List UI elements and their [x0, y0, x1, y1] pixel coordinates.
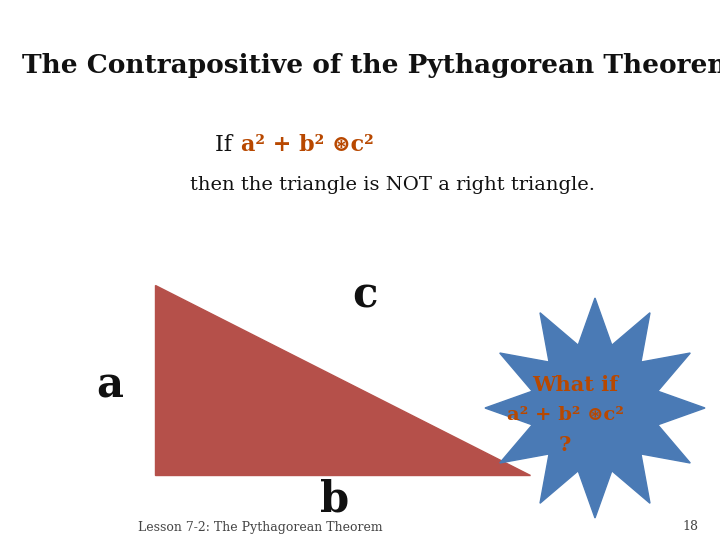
Text: The Contrapositive of the Pythagorean Theorem: The Contrapositive of the Pythagorean Th…: [22, 52, 720, 78]
Text: then the triangle is NOT a right triangle.: then the triangle is NOT a right triangl…: [190, 176, 595, 194]
Text: b: b: [320, 479, 350, 521]
Text: Lesson 7-2: The Pythagorean Theorem: Lesson 7-2: The Pythagorean Theorem: [138, 521, 382, 534]
Text: ?: ?: [559, 435, 571, 455]
Text: a² + b² ⊛c²: a² + b² ⊛c²: [241, 134, 374, 156]
Polygon shape: [485, 298, 705, 518]
Text: What if: What if: [532, 375, 618, 395]
Text: 18: 18: [682, 521, 698, 534]
Text: c: c: [352, 274, 378, 316]
Text: a² + b² ⊛c²: a² + b² ⊛c²: [507, 406, 624, 424]
Text: a: a: [96, 364, 124, 406]
Polygon shape: [155, 285, 530, 475]
Text: If: If: [215, 134, 239, 156]
